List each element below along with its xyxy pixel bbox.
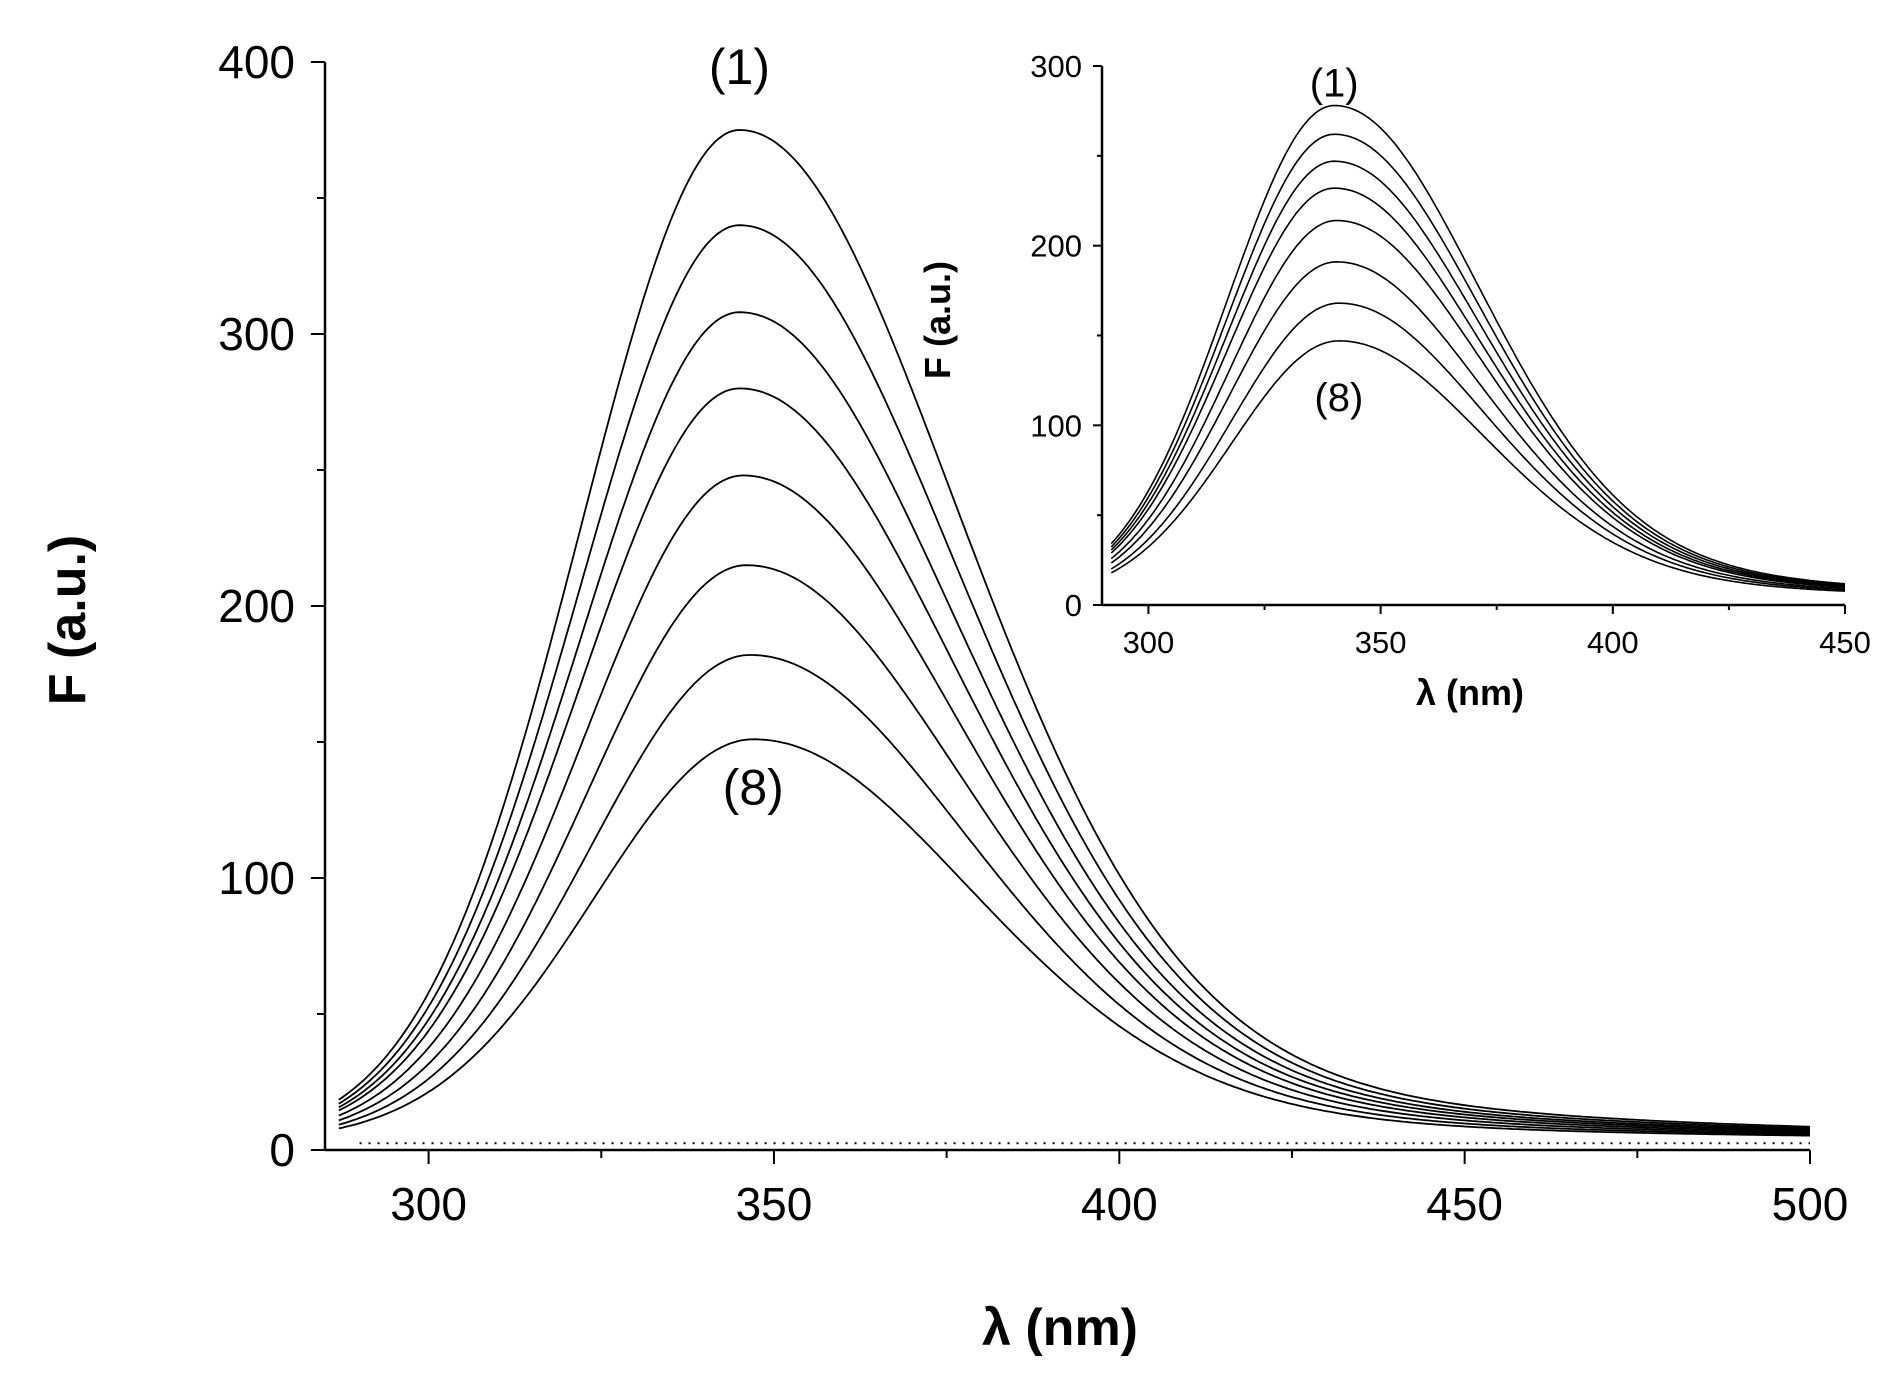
- inset-y-tick-label: 0: [1065, 588, 1082, 623]
- main-series-8: [338, 738, 1810, 1137]
- main-y-tick-label: 0: [269, 1124, 295, 1176]
- main-x-tick-label: 400: [1081, 1178, 1158, 1230]
- inset-series-4: [1110, 187, 1846, 588]
- inset-chart: 300 350 400 450 0 100 200 300 λ (nm) F (a.u.) (1) (…: [917, 49, 1871, 713]
- inset-curve-label: (8): [1314, 376, 1363, 420]
- inset-y-tick-label: 200: [1030, 229, 1082, 264]
- main-y-tick-label: 300: [218, 308, 295, 360]
- inset-series-8: [1110, 340, 1846, 592]
- main-y-tick-label: 100: [218, 852, 295, 904]
- main-x-axis-title: λ (nm): [982, 1299, 1138, 1357]
- main-series-1: [338, 129, 1811, 1128]
- inset-x-axis-title: λ (nm): [1416, 672, 1524, 713]
- inset-series-3: [1110, 160, 1846, 587]
- inset-series-2: [1110, 133, 1846, 586]
- main-x-tick-label: 350: [736, 1178, 813, 1230]
- inset-x-tick-label: 350: [1355, 625, 1407, 660]
- inset-series-6: [1110, 260, 1846, 590]
- inset-y-tick-label: 300: [1030, 49, 1082, 84]
- inset-curve-label: (1): [1310, 62, 1359, 106]
- inset-x-tick-label: 300: [1123, 625, 1175, 660]
- main-y-tick-label: 200: [218, 580, 295, 632]
- inset-x-tick-label: 400: [1587, 625, 1639, 660]
- main-x-tick-label: 450: [1426, 1178, 1503, 1230]
- main-curve-label: (1): [709, 39, 770, 95]
- main-series-6: [338, 564, 1811, 1134]
- main-curve-label: (8): [723, 760, 784, 816]
- inset-series-7: [1110, 302, 1846, 591]
- main-series-3: [338, 311, 1811, 1131]
- main-series-5: [338, 474, 1811, 1133]
- main-chart: 300 350 400 450 500 0 100 200 300 400 λ (nm) F (a.u…: [39, 36, 1848, 1357]
- main-x-tick-label: 500: [1772, 1178, 1849, 1230]
- main-series-7: [338, 654, 1811, 1136]
- inset-y-tick-label: 100: [1030, 408, 1082, 443]
- inset-series-5: [1110, 219, 1846, 589]
- main-x-tick-label: 300: [390, 1178, 467, 1230]
- inset-y-axis-title: F (a.u.): [917, 261, 958, 379]
- main-series-4: [338, 387, 1810, 1132]
- main-y-tick-label: 400: [218, 36, 295, 88]
- inset-series-1: [1110, 104, 1846, 585]
- main-series-2: [338, 224, 1811, 1129]
- main-y-axis-title: F (a.u.): [39, 535, 97, 705]
- inset-x-tick-label: 450: [1819, 625, 1871, 660]
